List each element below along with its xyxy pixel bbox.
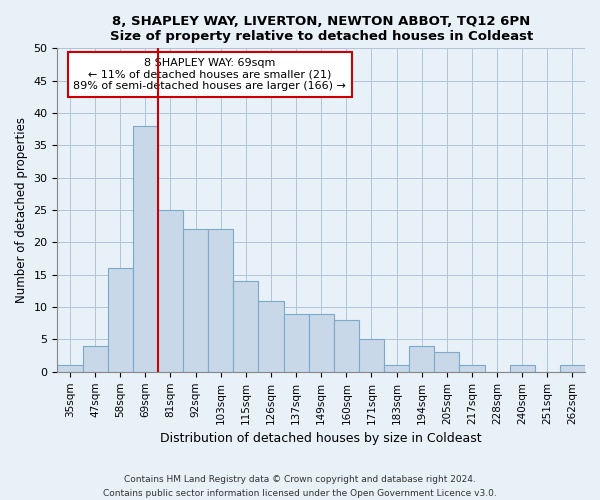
Bar [208, 230, 233, 372]
X-axis label: Distribution of detached houses by size in Coldeast: Distribution of detached houses by size … [160, 432, 482, 445]
Bar [83, 346, 107, 372]
Bar [58, 366, 83, 372]
Bar [284, 314, 308, 372]
Bar [183, 230, 208, 372]
Bar [334, 320, 359, 372]
Text: 8 SHAPLEY WAY: 69sqm
← 11% of detached houses are smaller (21)
89% of semi-detac: 8 SHAPLEY WAY: 69sqm ← 11% of detached h… [73, 58, 346, 91]
Bar [560, 366, 585, 372]
Y-axis label: Number of detached properties: Number of detached properties [15, 117, 28, 303]
Bar [384, 366, 409, 372]
Bar [158, 210, 183, 372]
Bar [107, 268, 133, 372]
Bar [233, 281, 259, 372]
Bar [460, 366, 485, 372]
Bar [434, 352, 460, 372]
Bar [359, 340, 384, 372]
Bar [509, 366, 535, 372]
Bar [409, 346, 434, 372]
Bar [308, 314, 334, 372]
Title: 8, SHAPLEY WAY, LIVERTON, NEWTON ABBOT, TQ12 6PN
Size of property relative to de: 8, SHAPLEY WAY, LIVERTON, NEWTON ABBOT, … [110, 15, 533, 43]
Bar [259, 300, 284, 372]
Bar [133, 126, 158, 372]
Text: Contains HM Land Registry data © Crown copyright and database right 2024.
Contai: Contains HM Land Registry data © Crown c… [103, 476, 497, 498]
